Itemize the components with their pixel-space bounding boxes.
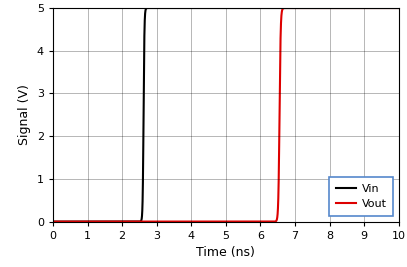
Vin	[74, 220, 79, 223]
Line: Vin: Vin	[53, 8, 399, 222]
Vin	[50, 220, 55, 223]
Vout	[396, 6, 401, 10]
Y-axis label: Signal (V): Signal (V)	[18, 84, 31, 145]
Vout	[74, 220, 79, 223]
Vout	[259, 220, 264, 223]
X-axis label: Time (ns): Time (ns)	[197, 246, 255, 259]
Line: Vout: Vout	[53, 8, 399, 222]
Vout	[133, 220, 138, 223]
Vout	[238, 220, 243, 223]
Vin	[238, 6, 243, 10]
Vout	[298, 6, 303, 10]
Legend: Vin, Vout: Vin, Vout	[329, 177, 393, 216]
Vin	[157, 6, 162, 10]
Vout	[50, 220, 55, 223]
Vin	[133, 220, 138, 223]
Vout	[183, 220, 188, 223]
Vin	[307, 6, 312, 10]
Vout	[307, 6, 312, 10]
Vin	[259, 6, 264, 10]
Vin	[183, 6, 188, 10]
Vin	[396, 6, 401, 10]
